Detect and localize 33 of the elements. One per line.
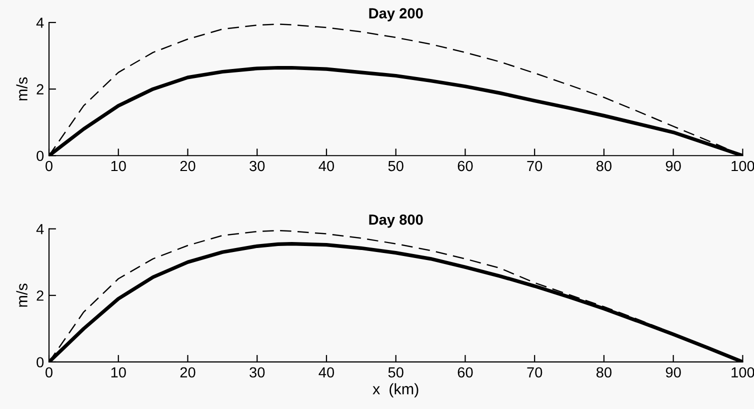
x-tick-label: 90 [666, 160, 681, 172]
x-tick-label: 80 [596, 367, 612, 378]
x-tick-label: 60 [458, 160, 473, 172]
x-tick-label: 70 [527, 367, 542, 378]
y-axis-title: m/s [16, 284, 28, 307]
x-tick-label: 30 [250, 367, 265, 378]
x-tick-label: 20 [180, 367, 196, 378]
chart-title: Day 200 [369, 8, 423, 22]
x-tick-label: 70 [527, 160, 542, 172]
y-tick-label: 2 [36, 84, 44, 94]
x-tick-label: 50 [388, 367, 404, 378]
chart-title: Day 800 [369, 214, 423, 228]
x-tick-label: 0 [46, 367, 52, 378]
x-tick-label: 40 [318, 160, 334, 172]
y-tick-label: 2 [36, 290, 44, 301]
y-axis-title: m/s [16, 77, 28, 100]
x-tick-label: 10 [111, 367, 126, 378]
x-tick-label: 20 [180, 160, 196, 172]
x-tick-label: 10 [111, 160, 126, 172]
x-tick-label: 100 [732, 160, 754, 172]
x-tick-label: 0 [46, 160, 52, 172]
x-tick-label: 90 [666, 367, 681, 378]
x-tick-label: 50 [388, 160, 404, 172]
x-axis-title: x (km) [372, 383, 418, 398]
y-tick-label: 0 [36, 357, 44, 368]
y-tick-label: 4 [36, 18, 44, 28]
x-tick-label: 80 [596, 160, 612, 172]
x-tick-label: 30 [250, 160, 265, 172]
y-tick-label: 4 [36, 224, 44, 234]
y-tick-label: 0 [36, 150, 44, 162]
x-tick-label: 100 [732, 367, 754, 378]
x-tick-label: 60 [458, 367, 473, 378]
x-tick-label: 40 [318, 367, 334, 378]
